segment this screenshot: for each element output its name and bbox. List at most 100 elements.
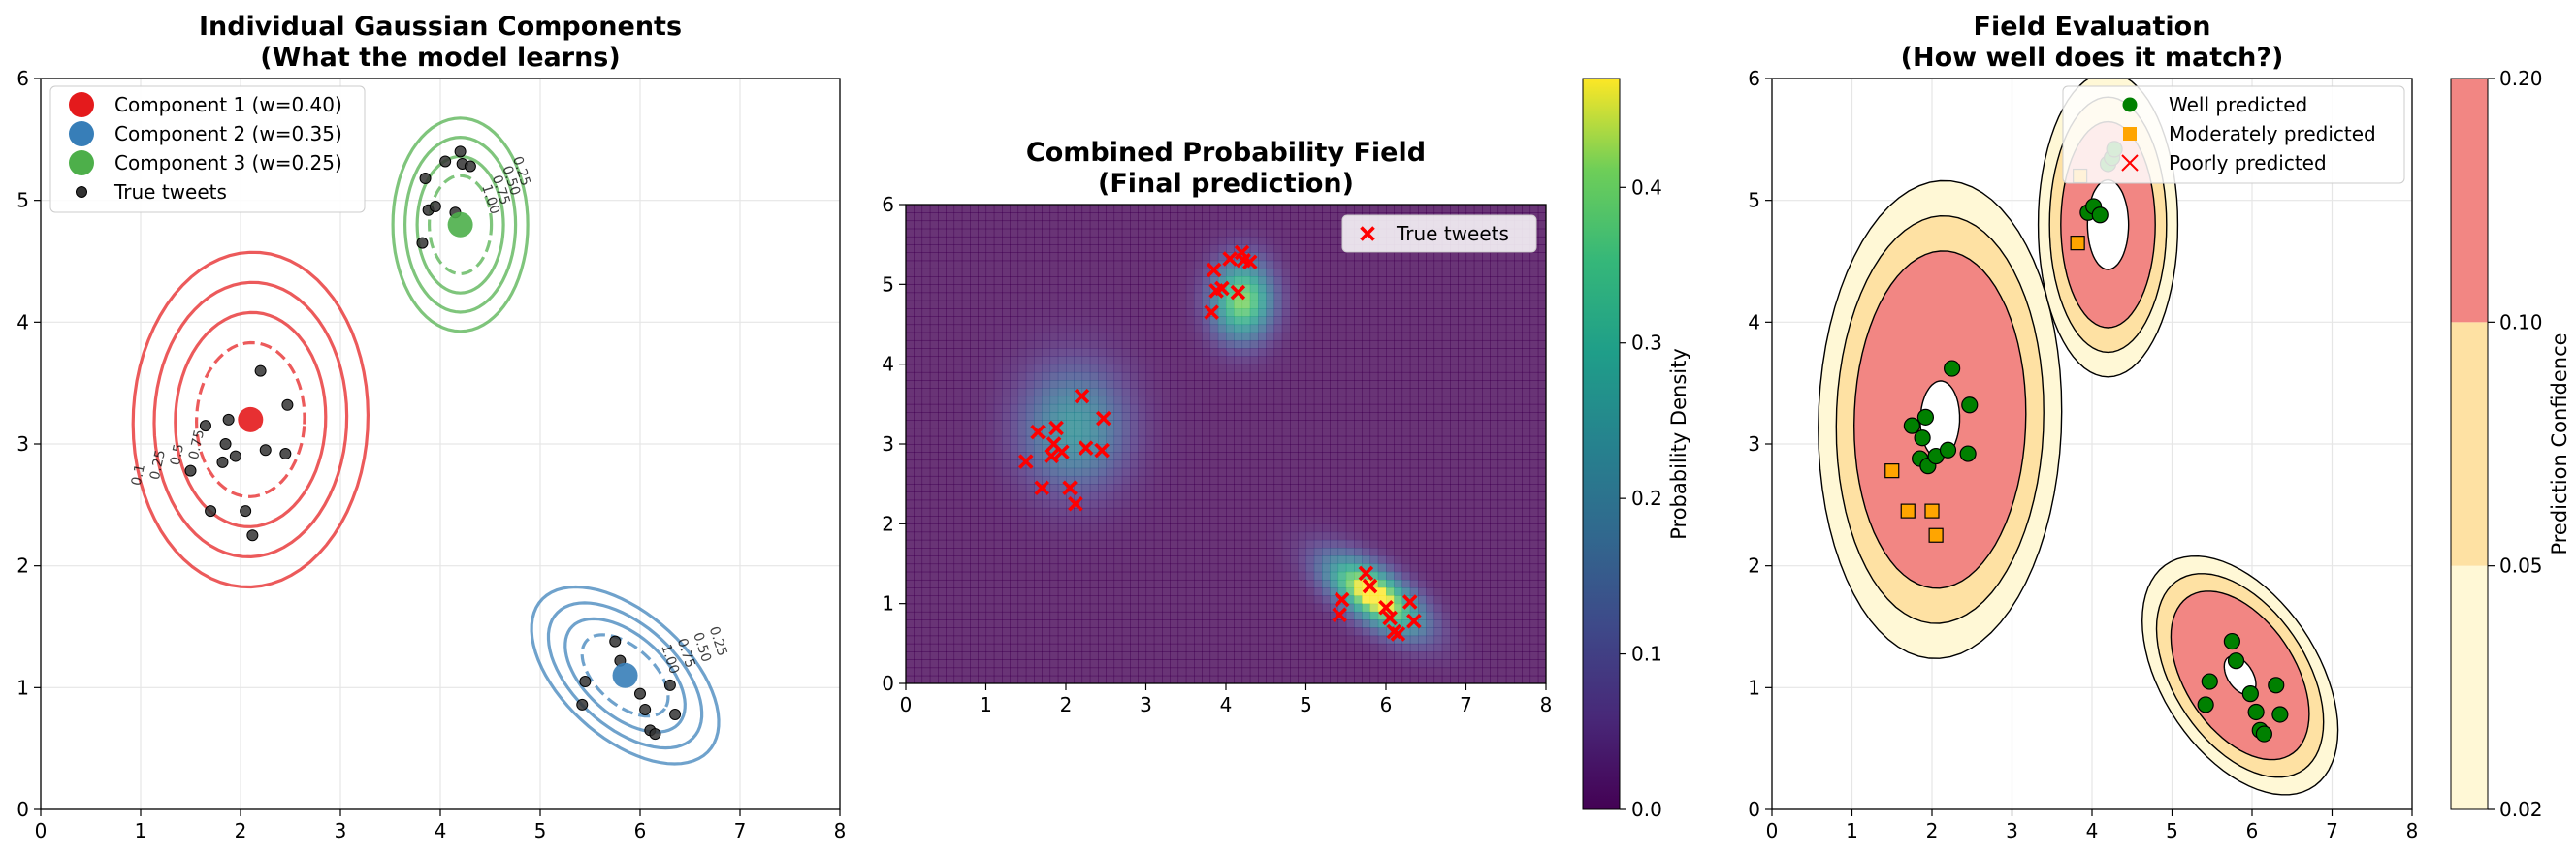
heatmap-cell [1025,467,1035,477]
heatmap-cell [1426,371,1435,381]
heatmap-cell [1482,205,1491,213]
heatmap-cell [961,507,971,517]
heatmap-cell [1386,396,1395,405]
heatmap-cell [1409,611,1419,620]
heatmap-cell [1074,435,1083,445]
heatmap-cell [985,651,995,660]
heatmap-cell [993,531,1003,541]
heatmap-cell [1241,364,1251,373]
heatmap-cell [1273,571,1283,581]
heatmap-cell [1305,364,1315,373]
heatmap-cell [1458,435,1467,445]
heatmap-cell [953,539,963,549]
heatmap-cell [953,555,963,565]
heatmap-cell [1505,523,1515,533]
heatmap-cell [1369,619,1379,628]
heatmap-cell [1234,268,1243,277]
heatmap-cell [1322,643,1331,652]
heatmap-cell [1241,571,1251,581]
heatmap-cell [1106,268,1115,277]
heatmap-cell [1482,324,1491,333]
heatmap-cell [1537,428,1546,437]
heatmap-cell [1273,228,1283,238]
heatmap-cell [1537,435,1546,445]
heatmap-cell [906,420,915,429]
heatmap-cell [1313,205,1323,213]
heatmap-cell [906,244,915,253]
heatmap-cell [1049,435,1059,445]
heatmap-cell [1106,499,1115,509]
heatmap-cell [1010,420,1019,429]
heatmap-cell [1441,324,1451,333]
heatmap-cell [1034,371,1043,381]
heatmap-cell [1362,659,1371,669]
heatmap-cell [1162,507,1171,517]
heatmap-cell [1369,627,1379,637]
heatmap-cell [1234,228,1243,238]
heatmap-cell [1330,244,1339,253]
heatmap-cell [1465,276,1475,285]
heatmap-cell [1281,205,1291,213]
heatmap-cell [1290,396,1299,405]
heatmap-cell [1362,444,1371,453]
heatmap-cell [1194,507,1203,517]
heatmap-cell [1010,507,1019,517]
heatmap-cell [1482,467,1491,477]
heatmap-cell [1377,435,1387,445]
heatmap-cell [1121,260,1131,269]
heatmap-cell [985,364,995,373]
heatmap-cell [1354,316,1363,326]
heatmap-cell [1162,420,1171,429]
heatmap-cell [1290,205,1299,213]
heatmap-cell [1057,236,1067,245]
heatmap-cell [1394,523,1403,533]
heatmap-cell [1010,579,1019,588]
heatmap-cell [1098,548,1107,556]
heatmap-cell [970,420,979,429]
heatmap-cell [1530,348,1539,358]
heatmap-cell [1089,459,1099,469]
heatmap-cell [1537,467,1546,477]
heatmap-cell [1066,444,1075,453]
heatmap-cell [1354,308,1363,317]
heatmap-cell [1345,316,1355,326]
heatmap-cell [993,300,1003,309]
heatmap-cell [1098,316,1107,326]
heatmap-cell [1025,403,1035,413]
heatmap-cell [1049,459,1059,469]
heatmap-cell [1121,611,1131,620]
heatmap-cell [1377,539,1387,549]
heatmap-cell [946,332,955,341]
heatmap-cell [946,348,955,358]
heatmap-cell [1465,316,1475,326]
heatmap-cell [1153,516,1163,524]
heatmap-cell [1345,659,1355,669]
heatmap-cell [1002,459,1011,469]
heatmap-cell [1177,651,1187,660]
heatmap-cell [1145,444,1155,453]
heatmap-cell [1138,531,1147,541]
heatmap-cell [1313,571,1323,581]
heatmap-cell [1089,300,1099,309]
heatmap-cell [1121,667,1131,677]
heatmap-cell [1369,651,1379,660]
heatmap-cell [1377,516,1387,524]
heatmap-cell [1418,475,1427,485]
heatmap-cell [1330,571,1339,581]
heatmap-cell [921,260,931,269]
heatmap-cell [1106,220,1115,230]
heatmap-cell [1042,371,1051,381]
heatmap-cell [978,659,987,669]
heatmap-cell [1490,300,1499,309]
heatmap-cell [1298,539,1307,549]
heatmap-cell [1290,452,1299,461]
heatmap-cell [1465,371,1475,381]
heatmap-cell [1266,435,1275,445]
true-tweet-x-marker [1222,251,1238,267]
heatmap-cell [1441,523,1451,533]
heatmap-cell [906,260,915,269]
heatmap-cell [906,499,915,509]
heatmap-cell [1217,220,1227,230]
heatmap-cell [1409,403,1419,413]
heatmap-cell [1010,499,1019,509]
